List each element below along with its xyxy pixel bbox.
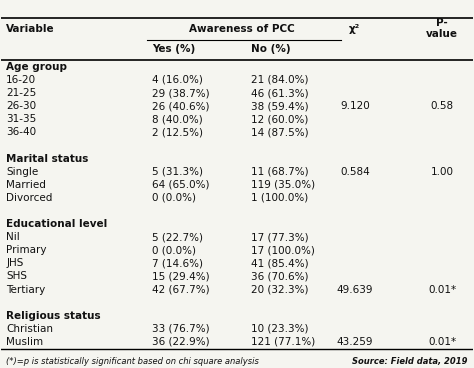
Text: 36 (70.6%): 36 (70.6%) xyxy=(251,272,309,282)
Text: Age group: Age group xyxy=(6,62,67,72)
Text: 46 (61.3%): 46 (61.3%) xyxy=(251,88,309,98)
Text: 7 (14.6%): 7 (14.6%) xyxy=(152,258,203,268)
Text: 1.00: 1.00 xyxy=(430,167,454,177)
Text: Single: Single xyxy=(6,167,38,177)
Text: 14 (87.5%): 14 (87.5%) xyxy=(251,127,309,137)
Text: 9.120: 9.120 xyxy=(340,101,370,111)
Text: JHS: JHS xyxy=(6,258,24,268)
Text: 11 (68.7%): 11 (68.7%) xyxy=(251,167,309,177)
Text: P-
value: P- value xyxy=(426,18,458,39)
Text: 43.259: 43.259 xyxy=(337,337,373,347)
Text: Variable: Variable xyxy=(6,24,55,34)
Text: 121 (77.1%): 121 (77.1%) xyxy=(251,337,315,347)
Text: Christian: Christian xyxy=(6,324,53,334)
Text: Primary: Primary xyxy=(6,245,46,255)
Text: 1 (100.0%): 1 (100.0%) xyxy=(251,193,309,203)
Text: 26 (40.6%): 26 (40.6%) xyxy=(152,101,210,111)
Text: 21 (84.0%): 21 (84.0%) xyxy=(251,75,309,85)
Text: 17 (100.0%): 17 (100.0%) xyxy=(251,245,315,255)
Text: Source: Field data, 2019: Source: Field data, 2019 xyxy=(352,357,468,366)
Text: 41 (85.4%): 41 (85.4%) xyxy=(251,258,309,268)
Text: Marital status: Marital status xyxy=(6,153,89,163)
Text: 38 (59.4%): 38 (59.4%) xyxy=(251,101,309,111)
Text: 2 (12.5%): 2 (12.5%) xyxy=(152,127,203,137)
Text: 21-25: 21-25 xyxy=(6,88,36,98)
Text: 42 (67.7%): 42 (67.7%) xyxy=(152,284,210,294)
Text: 4 (16.0%): 4 (16.0%) xyxy=(152,75,203,85)
Text: 0.01*: 0.01* xyxy=(428,284,456,294)
Text: 12 (60.0%): 12 (60.0%) xyxy=(251,114,309,124)
Text: 0.58: 0.58 xyxy=(430,101,454,111)
Text: Awareness of PCC: Awareness of PCC xyxy=(189,24,294,34)
Text: 33 (76.7%): 33 (76.7%) xyxy=(152,324,210,334)
Text: Educational level: Educational level xyxy=(6,219,107,229)
Text: Divorced: Divorced xyxy=(6,193,53,203)
Text: 29 (38.7%): 29 (38.7%) xyxy=(152,88,210,98)
Text: Married: Married xyxy=(6,180,46,190)
Text: 26-30: 26-30 xyxy=(6,101,36,111)
Text: SHS: SHS xyxy=(6,272,27,282)
Text: 119 (35.0%): 119 (35.0%) xyxy=(251,180,315,190)
Text: 15 (29.4%): 15 (29.4%) xyxy=(152,272,210,282)
Text: 5 (22.7%): 5 (22.7%) xyxy=(152,232,203,242)
Text: 20 (32.3%): 20 (32.3%) xyxy=(251,284,309,294)
Text: 0 (0.0%): 0 (0.0%) xyxy=(152,193,196,203)
Text: 31-35: 31-35 xyxy=(6,114,36,124)
Text: χ²: χ² xyxy=(349,24,360,34)
Text: 0 (0.0%): 0 (0.0%) xyxy=(152,245,196,255)
Text: 10 (23.3%): 10 (23.3%) xyxy=(251,324,309,334)
Text: 0.01*: 0.01* xyxy=(428,337,456,347)
Text: 36 (22.9%): 36 (22.9%) xyxy=(152,337,210,347)
Text: Religious status: Religious status xyxy=(6,311,101,321)
Text: 0.584: 0.584 xyxy=(340,167,370,177)
Text: 8 (40.0%): 8 (40.0%) xyxy=(152,114,203,124)
Text: 64 (65.0%): 64 (65.0%) xyxy=(152,180,210,190)
Text: 49.639: 49.639 xyxy=(337,284,373,294)
Text: Nil: Nil xyxy=(6,232,20,242)
Text: 17 (77.3%): 17 (77.3%) xyxy=(251,232,309,242)
Text: 16-20: 16-20 xyxy=(6,75,36,85)
Text: Tertiary: Tertiary xyxy=(6,284,46,294)
Text: 36-40: 36-40 xyxy=(6,127,36,137)
Text: Yes (%): Yes (%) xyxy=(152,45,195,54)
Text: (*)​=p is statistically significant based on chi square analysis: (*)​=p is statistically significant base… xyxy=(6,357,259,366)
Text: 5 (31.3%): 5 (31.3%) xyxy=(152,167,203,177)
Text: Muslim: Muslim xyxy=(6,337,43,347)
Text: No (%): No (%) xyxy=(251,45,291,54)
